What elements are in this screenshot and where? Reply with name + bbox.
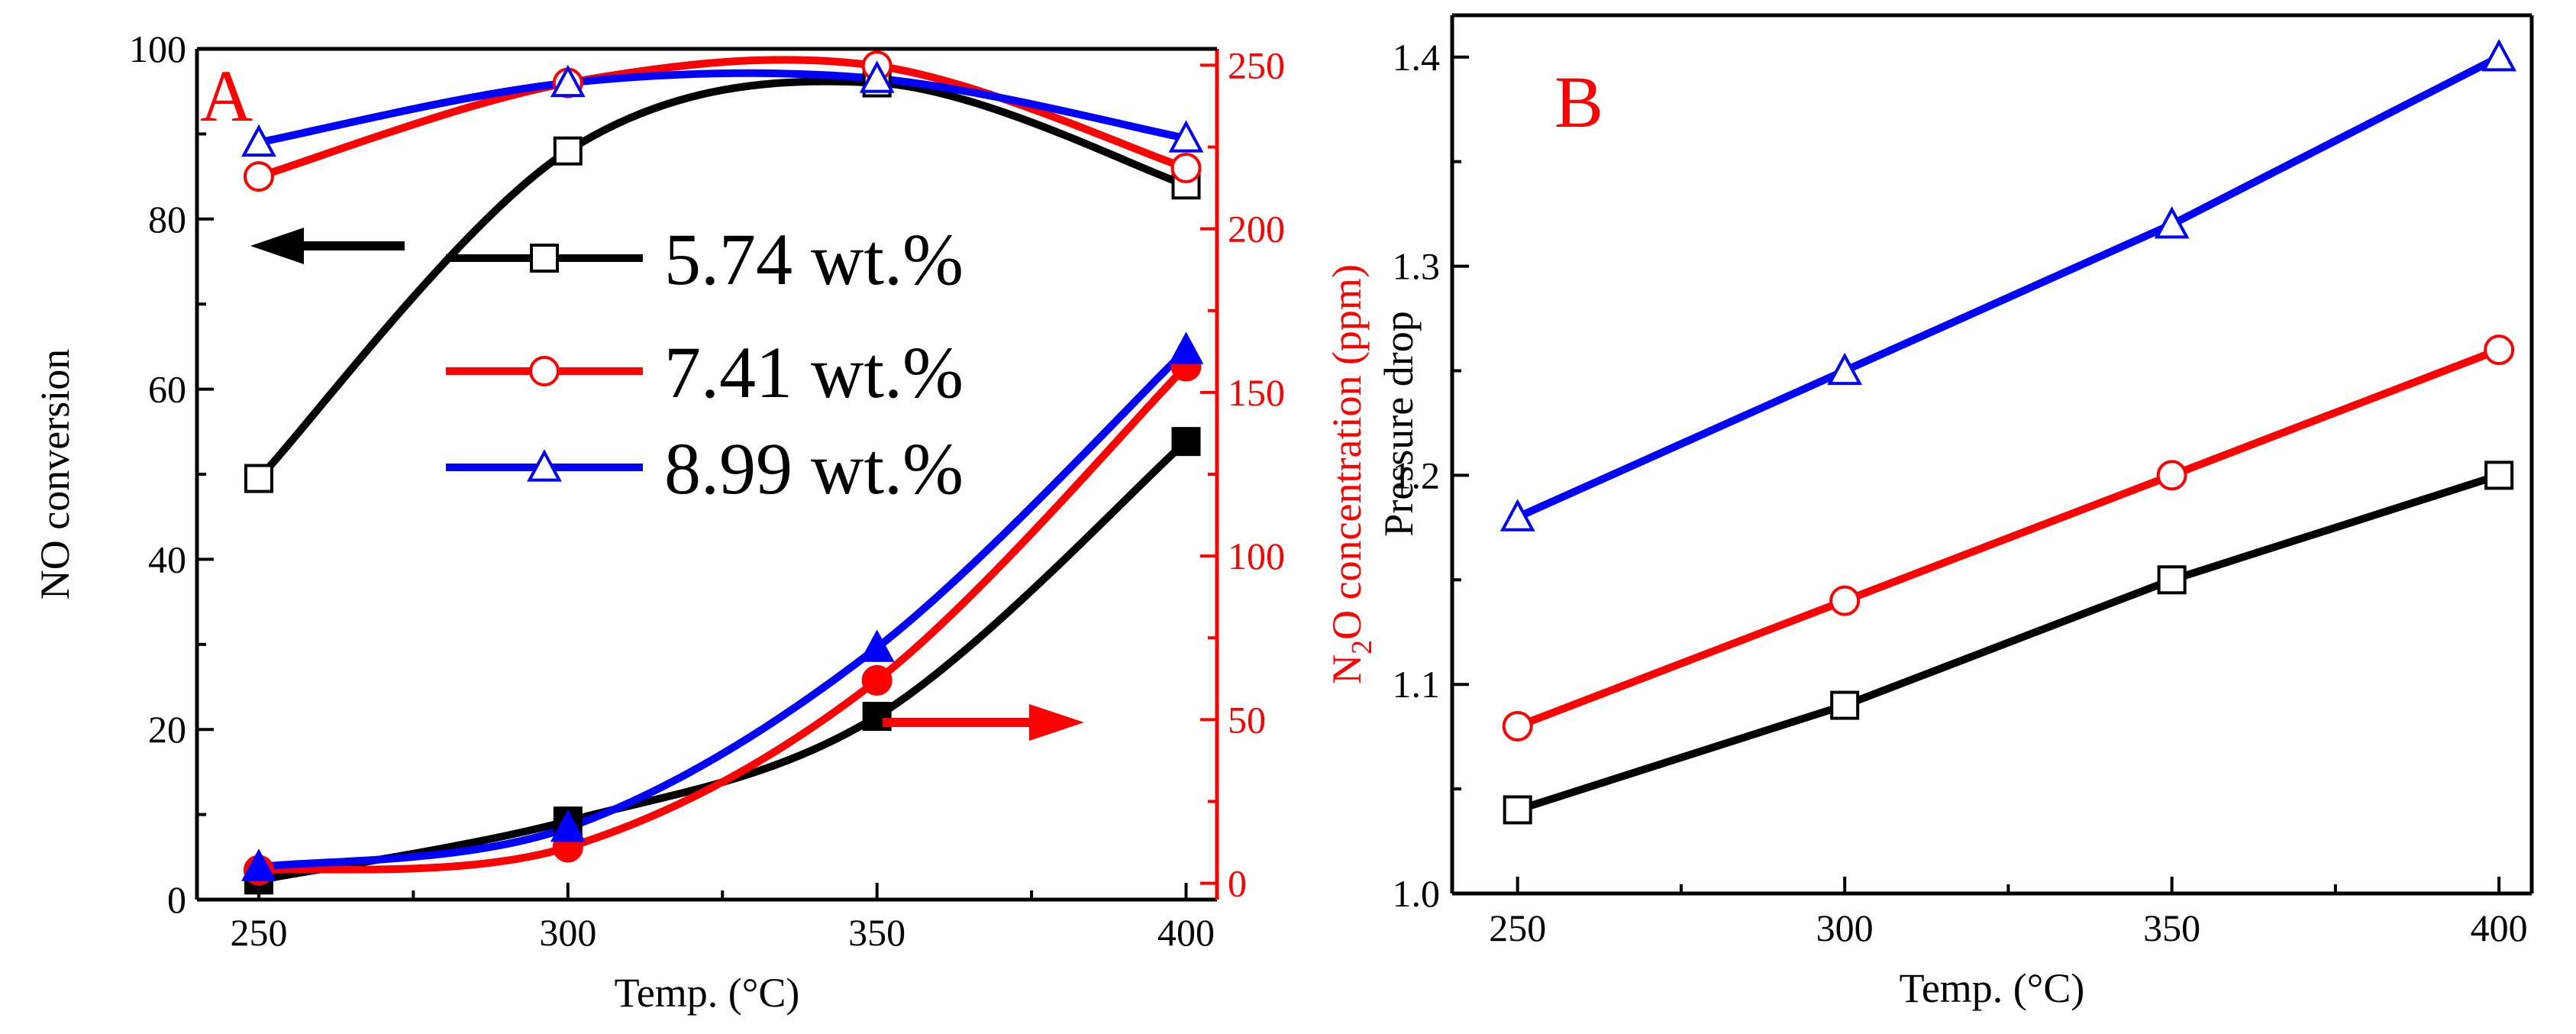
data-point-7-41-wt-no	[243, 161, 274, 192]
series-line-7-41-wt-n2o	[254, 362, 1190, 874]
y-tick-label-b: 1.2	[1393, 454, 1441, 496]
data-point-b-5-74-wt	[1830, 690, 1860, 720]
y-tick-label-b: 1.0	[1393, 872, 1441, 915]
y-tick-label-b: 1.4	[1393, 36, 1441, 79]
x-tick-label-a: 250	[230, 911, 287, 954]
data-point-b-8-99-wt	[1827, 352, 1863, 386]
data-point-5-74-wt-no	[244, 464, 273, 493]
panel-b: 250 300 350 400 1.0 1.1 1.2 1.3 1.4 Temp. (°C) Pre…	[1376, 13, 2534, 1011]
arrow-left-head	[250, 228, 304, 264]
y-tick-label-b: 1.3	[1393, 245, 1441, 288]
x-tick-label-a: 350	[848, 911, 905, 954]
data-point-b-8-99-wt	[2481, 39, 2517, 72]
data-point-8-99-wt-no	[859, 60, 895, 93]
data-point-8-99-wt-n2o	[1168, 331, 1204, 364]
arrow-right-head	[1029, 704, 1084, 741]
data-point-7-41-wt-no	[1170, 152, 1202, 183]
y-tick-label-a: 0	[167, 878, 186, 921]
x-tick-label-b: 400	[2471, 906, 2528, 949]
y2-tick-label-a: 100	[1228, 535, 1285, 577]
panel-a: 250 300 350 400 0 20 40 60 80 100 0 50 100 150 200 250 T…	[32, 27, 1378, 1016]
data-point-8-99-wt-n2o	[241, 848, 276, 881]
series-line-8-99-wt-n2o	[254, 346, 1190, 871]
series-line-5-74-wt-no	[254, 77, 1190, 483]
y2-tick-label-a: 50	[1228, 698, 1266, 741]
x-tick-label-a: 300	[539, 911, 596, 954]
data-point-b-7-41-wt	[1502, 710, 1533, 742]
data-point-b-7-41-wt	[1829, 585, 1861, 616]
panel-label-b: B	[1554, 61, 1603, 143]
data-point-b-7-41-wt	[2484, 334, 2515, 366]
data-point-b-8-99-wt	[2154, 206, 2190, 239]
x-tick-label-b: 350	[2143, 906, 2200, 949]
data-point-b-7-41-wt	[2156, 460, 2187, 491]
y-axis-label-b: Pressure drop	[1376, 311, 1422, 536]
y2-tick-label-a: 200	[1228, 208, 1285, 250]
y-tick-label-a: 40	[148, 538, 186, 580]
data-point-7-41-wt-n2o	[861, 664, 893, 696]
panel-label-a: A	[200, 55, 253, 137]
y2-axis-label-a: N2O concentration (ppm)	[1324, 264, 1378, 684]
data-point-b-5-74-wt	[2157, 565, 2187, 595]
y2-tick-label-a: 150	[1228, 371, 1285, 414]
data-point-b-8-99-wt	[1499, 499, 1535, 532]
data-point-5-74-wt-n2o	[1171, 427, 1201, 457]
x-tick-label-b: 300	[1816, 906, 1874, 949]
x-tick-label-a: 400	[1157, 911, 1215, 954]
data-point-8-99-wt-no	[241, 124, 276, 157]
series-line-7-41-wt-no	[254, 56, 1190, 181]
y-tick-label-a: 20	[148, 708, 186, 751]
legend-marker-7-41-wt	[529, 356, 560, 386]
y2-tick-label-a: 0	[1228, 862, 1247, 905]
y-tick-label-a: 100	[129, 27, 186, 70]
legend-label-7-41-wt: 7.41 wt.%	[664, 331, 964, 413]
x-tick-label-b: 250	[1489, 906, 1546, 949]
legend-marker-8-99-wt	[527, 449, 562, 482]
data-point-b-5-74-wt	[2484, 460, 2514, 490]
y-tick-label-a: 80	[148, 198, 186, 241]
legend-label-5-74-wt: 5.74 wt.%	[664, 218, 964, 300]
y-tick-label-a: 60	[148, 368, 186, 411]
y-axis-label-a: NO conversion	[32, 349, 78, 599]
legend-label-8-99-wt: 8.99 wt.%	[664, 428, 964, 509]
series-line-b-5-74-wt	[1516, 471, 2500, 814]
data-point-5-74-wt-no	[553, 136, 583, 166]
y2-tick-label-a: 250	[1228, 44, 1285, 86]
series-line-b-7-41-wt	[1516, 346, 2500, 730]
data-point-8-99-wt-n2o	[859, 629, 895, 662]
x-axis-label-b: Temp. (°C)	[1900, 965, 2085, 1011]
y-tick-label-b: 1.1	[1393, 663, 1441, 706]
data-point-8-99-wt-no	[550, 64, 586, 98]
series-line-8-99-wt-no	[254, 69, 1190, 147]
data-point-8-99-wt-no	[1168, 120, 1204, 153]
data-point-b-5-74-wt	[1503, 795, 1532, 825]
data-point-8-99-wt-n2o	[550, 809, 586, 842]
series-line-b-8-99-wt	[1516, 53, 2501, 521]
x-axis-label-a: Temp. (°C)	[615, 970, 800, 1016]
legend-marker-5-74-wt	[530, 244, 559, 273]
